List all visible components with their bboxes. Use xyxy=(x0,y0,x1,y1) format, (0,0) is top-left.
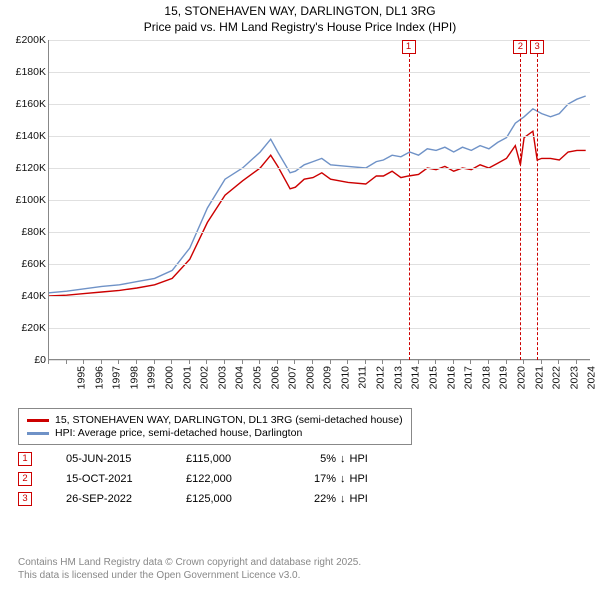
x-tick-mark xyxy=(224,360,225,364)
sale-hpi-label: HPI xyxy=(350,493,368,505)
y-tick-label: £140K xyxy=(6,130,46,142)
gridline xyxy=(49,168,590,169)
down-arrow-icon: ↓ xyxy=(340,473,346,485)
y-tick-label: £0 xyxy=(6,354,46,366)
sale-pct: 5% xyxy=(286,453,336,465)
x-tick-mark xyxy=(189,360,190,364)
x-tick-mark xyxy=(136,360,137,364)
x-tick-mark xyxy=(48,360,49,364)
x-tick-mark xyxy=(347,360,348,364)
x-tick-mark xyxy=(154,360,155,364)
x-tick-mark xyxy=(259,360,260,364)
x-tick-mark xyxy=(365,360,366,364)
x-tick-mark xyxy=(418,360,419,364)
gridline xyxy=(49,200,590,201)
gridline xyxy=(49,360,590,361)
sale-pct: 17% xyxy=(286,473,336,485)
y-tick-label: £180K xyxy=(6,66,46,78)
x-tick-mark xyxy=(382,360,383,364)
sale-num-box: 2 xyxy=(18,472,32,486)
sales-table: 1 05-JUN-2015£115,0005% ↓ HPI 2 15-OCT-2021£1… xyxy=(18,452,368,512)
sale-marker-box: 3 xyxy=(530,40,544,54)
y-tick-label: £120K xyxy=(6,162,46,174)
x-tick-mark xyxy=(576,360,577,364)
x-tick-mark xyxy=(470,360,471,364)
x-tick-mark xyxy=(294,360,295,364)
legend-label: 15, STONEHAVEN WAY, DARLINGTON, DL1 3RG … xyxy=(55,414,403,426)
x-tick-mark xyxy=(435,360,436,364)
legend-item: 15, STONEHAVEN WAY, DARLINGTON, DL1 3RG … xyxy=(27,414,403,426)
sale-date: 05-JUN-2015 xyxy=(66,453,186,465)
sale-date: 26-SEP-2022 xyxy=(66,493,186,505)
legend-swatch xyxy=(27,419,49,422)
x-tick-mark xyxy=(101,360,102,364)
x-tick-mark xyxy=(66,360,67,364)
sale-marker-line xyxy=(537,54,538,360)
x-tick-mark xyxy=(206,360,207,364)
gridline xyxy=(49,104,590,105)
gridline xyxy=(49,72,590,73)
sale-date: 15-OCT-2021 xyxy=(66,473,186,485)
sale-marker-line xyxy=(520,54,521,360)
legend: 15, STONEHAVEN WAY, DARLINGTON, DL1 3RG … xyxy=(18,408,412,445)
gridline xyxy=(49,264,590,265)
title-line1: 15, STONEHAVEN WAY, DARLINGTON, DL1 3RG xyxy=(0,4,600,20)
gridline xyxy=(49,328,590,329)
x-tick-mark xyxy=(453,360,454,364)
x-tick-label: 2024 xyxy=(586,366,600,389)
x-tick-mark xyxy=(312,360,313,364)
y-tick-label: £100K xyxy=(6,194,46,206)
sale-row: 3 26-SEP-2022£125,00022% ↓ HPI xyxy=(18,492,368,506)
plot-area: 1 23 xyxy=(48,40,590,360)
title-line2: Price paid vs. HM Land Registry's House … xyxy=(0,20,600,36)
gridline xyxy=(49,136,590,137)
legend-item: HPI: Average price, semi-detached house,… xyxy=(27,427,403,439)
x-tick-mark xyxy=(277,360,278,364)
sale-num-box: 1 xyxy=(18,452,32,466)
y-tick-label: £80K xyxy=(6,226,46,238)
y-tick-label: £60K xyxy=(6,258,46,270)
y-tick-label: £20K xyxy=(6,322,46,334)
legend-label: HPI: Average price, semi-detached house,… xyxy=(55,427,302,439)
sale-price: £115,000 xyxy=(186,453,286,465)
sale-row: 1 05-JUN-2015£115,0005% ↓ HPI xyxy=(18,452,368,466)
gridline xyxy=(49,40,590,41)
sale-price: £122,000 xyxy=(186,473,286,485)
x-tick-mark xyxy=(400,360,401,364)
sale-row: 2 15-OCT-2021£122,00017% ↓ HPI xyxy=(18,472,368,486)
gridline xyxy=(49,232,590,233)
chart-title: 15, STONEHAVEN WAY, DARLINGTON, DL1 3RG … xyxy=(0,0,600,35)
sale-marker-box: 2 xyxy=(513,40,527,54)
line-chart: £0 £20K £40K £60K £80K £100K £120K £140K £160K £1… xyxy=(6,40,594,400)
sale-pct: 22% xyxy=(286,493,336,505)
down-arrow-icon: ↓ xyxy=(340,453,346,465)
footer-attribution: Contains HM Land Registry data © Crown c… xyxy=(18,556,361,582)
sale-marker-line xyxy=(409,54,410,360)
x-tick-mark xyxy=(523,360,524,364)
x-tick-mark xyxy=(506,360,507,364)
y-tick-label: £200K xyxy=(6,34,46,46)
sale-marker-box: 1 xyxy=(402,40,416,54)
sale-price: £125,000 xyxy=(186,493,286,505)
footer-line1: Contains HM Land Registry data © Crown c… xyxy=(18,556,361,569)
x-tick-mark xyxy=(83,360,84,364)
series-price_paid xyxy=(49,131,586,296)
gridline xyxy=(49,296,590,297)
y-tick-label: £160K xyxy=(6,98,46,110)
legend-swatch xyxy=(27,432,49,435)
x-tick-mark xyxy=(242,360,243,364)
footer-line2: This data is licensed under the Open Gov… xyxy=(18,569,361,582)
x-tick-mark xyxy=(488,360,489,364)
x-tick-mark xyxy=(330,360,331,364)
y-tick-label: £40K xyxy=(6,290,46,302)
x-tick-mark xyxy=(558,360,559,364)
sale-hpi-label: HPI xyxy=(350,473,368,485)
sale-num-box: 3 xyxy=(18,492,32,506)
x-tick-mark xyxy=(171,360,172,364)
down-arrow-icon: ↓ xyxy=(340,493,346,505)
x-tick-mark xyxy=(541,360,542,364)
x-tick-mark xyxy=(118,360,119,364)
sale-hpi-label: HPI xyxy=(350,453,368,465)
